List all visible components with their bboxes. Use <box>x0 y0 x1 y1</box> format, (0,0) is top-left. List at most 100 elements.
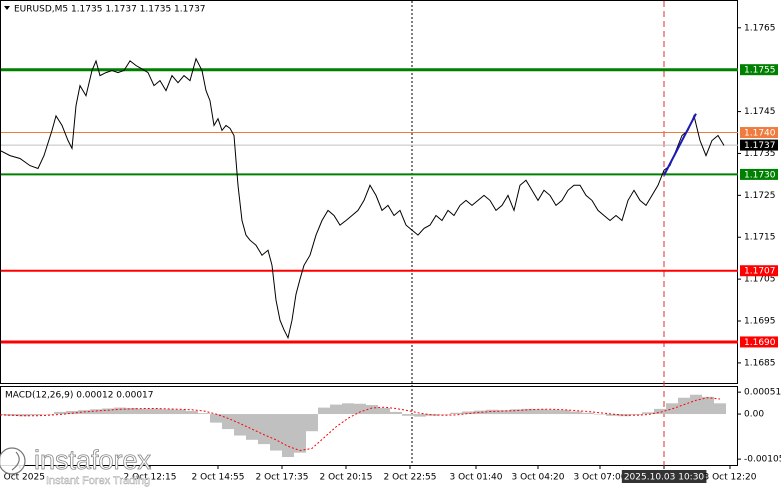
macd-bar <box>306 414 318 432</box>
macd-bar <box>390 411 402 415</box>
level-label: 1.1707 <box>744 267 776 277</box>
macd-bar <box>162 409 174 415</box>
macd-bar <box>222 414 234 430</box>
chart-title: EURUSD,M5 1.1735 1.1737 1.1735 1.1737 <box>14 5 206 15</box>
macd-bar <box>666 403 678 415</box>
x-tick-label: 3 Oct 04:20 <box>512 473 565 483</box>
level-box <box>740 127 778 139</box>
macd-bar <box>522 408 534 415</box>
macd-bar <box>30 414 42 416</box>
macd-bar <box>210 414 222 423</box>
watermark-brand: instaforex <box>34 445 152 475</box>
x-tick-label: 3 Oct 01:40 <box>450 473 503 483</box>
macd-bar <box>606 414 618 416</box>
macd-bar <box>66 411 78 415</box>
y-tick-label: 1.1695 <box>744 317 776 327</box>
x-tick-label: 2 Oct 14:55 <box>192 473 245 483</box>
macd-bar <box>678 397 690 415</box>
macd-bar <box>714 403 726 415</box>
macd-bar <box>234 414 246 436</box>
x-tick-label: 2 Oct 17:35 <box>256 473 309 483</box>
macd-bar <box>498 410 510 415</box>
macd-bar <box>510 409 522 415</box>
macd-bar <box>570 411 582 415</box>
macd-bar <box>282 414 294 457</box>
macd-bar <box>546 409 558 415</box>
x-tick-label: 2 Oct 2025 <box>0 473 45 483</box>
level-box <box>740 168 778 180</box>
y-tick-label: 1.1735 <box>744 149 776 159</box>
macd-panel <box>0 386 738 466</box>
y-tick-label: 0.00051 <box>744 388 781 398</box>
macd-bar <box>330 404 342 415</box>
macd-bar <box>114 407 126 415</box>
macd-bar <box>402 414 414 416</box>
y-tick-label: 1.1715 <box>744 233 776 243</box>
macd-bar <box>534 409 546 415</box>
y-tick-label: 1.1765 <box>744 23 776 33</box>
macd-bar <box>246 414 258 440</box>
macd-bar <box>18 414 30 417</box>
macd-bar <box>354 403 366 415</box>
macd-bar <box>642 412 654 415</box>
macd-bar <box>138 408 150 415</box>
x-tick-label: 2025.10.03 10:30 <box>624 473 705 483</box>
level-label: 1.1755 <box>744 66 776 76</box>
level-box <box>740 336 778 348</box>
macd-bar <box>450 412 462 415</box>
macd-bar <box>90 409 102 415</box>
macd-bar <box>558 410 570 415</box>
macd-bar <box>198 413 210 415</box>
macd-bar <box>150 408 162 415</box>
macd-bar <box>294 414 306 453</box>
macd-bar <box>42 414 54 415</box>
level-box <box>740 139 778 151</box>
y-tick-label: 1.1745 <box>744 107 776 117</box>
x-tick-highlight <box>621 470 707 483</box>
macd-bar <box>54 411 66 415</box>
level-label: 1.1730 <box>744 170 776 180</box>
level-label: 1.1737 <box>744 141 776 151</box>
macd-bar <box>102 408 114 415</box>
watermark-logo <box>0 447 26 475</box>
macd-bar <box>186 411 198 415</box>
macd-bar <box>582 412 594 415</box>
level-box <box>740 64 778 76</box>
watermark-tagline: Instant Forex Trading <box>46 475 150 487</box>
macd-bar <box>594 414 606 415</box>
macd-bar <box>690 394 702 415</box>
macd-bar <box>318 407 330 415</box>
price-panel <box>0 0 738 384</box>
title-arrow <box>4 6 10 10</box>
x-tick-label: 2 Oct 22:55 <box>384 473 437 483</box>
x-tick-label: 2 Oct 12:15 <box>124 473 177 483</box>
macd-bar <box>654 408 666 415</box>
macd-bar <box>270 414 282 451</box>
y-tick-label: 1.1725 <box>744 191 776 201</box>
macd-bar <box>126 408 138 415</box>
macd-bar <box>474 410 486 415</box>
signal-line <box>0 397 721 452</box>
macd-bar <box>486 409 498 415</box>
macd-bar <box>174 409 186 415</box>
macd-bar <box>426 414 438 416</box>
y-tick-label: -0.00105 <box>744 455 781 465</box>
macd-bar <box>378 408 390 415</box>
x-tick-label: 3 Oct 07:00 <box>574 473 627 483</box>
macd-bar <box>342 403 354 415</box>
macd-bar <box>630 414 642 415</box>
trend-line <box>663 113 697 176</box>
macd-bar <box>618 414 630 417</box>
macd-bar <box>438 414 450 415</box>
macd-bar <box>258 414 270 445</box>
y-tick-label: 0.00 <box>744 410 764 420</box>
y-tick-label: 1.1685 <box>744 358 776 368</box>
level-box <box>740 265 778 277</box>
macd-bar <box>366 405 378 415</box>
macd-bar <box>462 411 474 415</box>
price-line <box>0 57 725 340</box>
x-tick-label: 3 Oct 12:20 <box>704 473 757 483</box>
level-label: 1.1690 <box>744 338 776 348</box>
macd-title: MACD(12,26,9) 0.00012 0.00017 <box>5 391 154 401</box>
